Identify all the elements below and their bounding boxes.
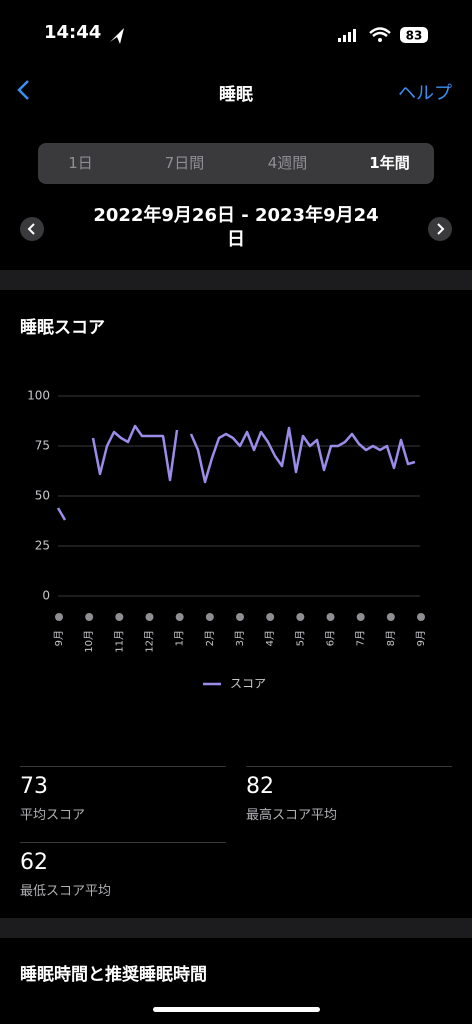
stat-value: 62 (20, 850, 48, 875)
x-tick-label: 1月 (174, 630, 186, 646)
y-tick-label: 25 (35, 539, 50, 553)
y-tick-label: 75 (35, 439, 50, 453)
x-dot (145, 613, 154, 621)
status-icons: 83 (110, 27, 428, 44)
help-button[interactable]: ヘルプ (398, 83, 452, 104)
stat-value: 73 (20, 774, 48, 799)
x-tick-label: 9月 (415, 630, 427, 646)
x-tick-label: 6月 (325, 630, 337, 646)
x-tick-label: 4月 (264, 630, 276, 646)
back-button[interactable] (12, 78, 36, 102)
divider (20, 766, 226, 767)
date-range: 2022年9月26日 - 2023年9月24日 (93, 205, 379, 250)
x-tick-label: 9月 (53, 630, 65, 646)
x-dot (386, 613, 395, 621)
x-dot (266, 613, 275, 621)
separator (0, 270, 472, 290)
stat-label: 最低スコア平均 (20, 884, 112, 899)
section-title: 睡眠スコア (20, 318, 105, 338)
x-dot (115, 613, 124, 621)
x-dot (356, 613, 365, 621)
prev-button[interactable] (20, 217, 44, 241)
separator (0, 918, 472, 938)
x-dot (296, 613, 305, 621)
legend-label: スコア (230, 677, 266, 691)
next-button[interactable] (428, 217, 452, 241)
x-dot (85, 613, 94, 621)
y-tick-label: 50 (35, 489, 50, 503)
nav-title: 睡眠 (219, 85, 253, 105)
x-dot (175, 613, 184, 621)
y-tick-label: 0 (42, 589, 50, 603)
stat-value: 82 (246, 774, 274, 799)
x-dot (236, 613, 244, 621)
status-time: 14:44 (44, 22, 102, 43)
battery-level: 83 (406, 29, 423, 43)
divider (246, 766, 452, 767)
stat-label: 平均スコア (20, 808, 86, 823)
x-tick-label: 5月 (294, 630, 306, 646)
x-tick-label: 10月 (83, 630, 95, 653)
x-dot (205, 613, 214, 621)
x-tick-label: 7月 (355, 630, 367, 646)
x-dot (55, 613, 63, 621)
stat-label: 最高スコア平均 (246, 808, 338, 823)
score-chart: 0 25 50 75 100 9月 10月 11月 12月 1月 2月 3月 4月 5月 6月 7月 8月 9月ス… (27, 389, 427, 691)
x-tick-label: 8月 (385, 630, 397, 646)
home-indicator (153, 1007, 320, 1012)
tab[interactable]: 7日間 (164, 154, 205, 172)
tab[interactable]: 4週間 (267, 154, 308, 172)
y-tick-label: 100 (27, 389, 50, 403)
score-line (56, 424, 416, 521)
x-dot (326, 613, 335, 621)
x-tick-label: 12月 (144, 630, 156, 653)
segmented-control (38, 143, 434, 184)
divider (20, 842, 226, 843)
x-tick-label: 11月 (113, 630, 125, 653)
x-tick-label: 3月 (234, 630, 246, 646)
section-title: 睡眠時間と推奨睡眠時間 (20, 965, 207, 985)
tab-selected[interactable]: 1年間 (369, 154, 410, 172)
x-dot (417, 613, 425, 621)
tab[interactable]: 1日 (68, 154, 93, 172)
x-tick-label: 2月 (204, 630, 216, 646)
